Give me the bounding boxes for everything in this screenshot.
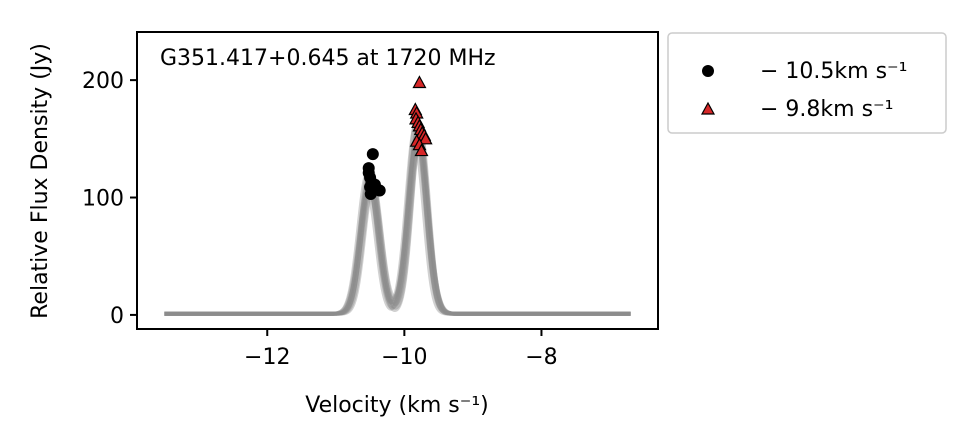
legend-label-series-1: − 10.5km s⁻¹ xyxy=(760,59,907,84)
chart-title: G351.417+0.645 at 1720 MHz xyxy=(160,46,496,71)
spectrum-line xyxy=(163,134,632,316)
legend-frame xyxy=(667,32,947,134)
spectrum-line xyxy=(163,139,632,316)
data-point-series-2 xyxy=(414,143,429,157)
spectrum-line xyxy=(163,121,632,316)
data-point-series-2 xyxy=(412,75,427,89)
spectrum-line xyxy=(163,118,632,316)
x-tick-label: −8 xyxy=(525,345,557,370)
spectra-lines xyxy=(163,118,632,316)
y-axis-label: Relative Flux Density (Jy) xyxy=(28,43,53,319)
y-axis: 0 100 200 xyxy=(82,69,137,329)
spectrum-line xyxy=(163,129,632,316)
plot-frame xyxy=(136,31,659,330)
spectrum-line xyxy=(163,138,632,316)
spectrum-line xyxy=(163,126,632,316)
legend-triangle-marker xyxy=(700,101,716,115)
data-point-series-2 xyxy=(418,131,433,145)
x-tick-label: −12 xyxy=(244,345,290,370)
x-axis: −12 −10 −8 xyxy=(244,329,558,370)
spectrum-line xyxy=(163,124,632,316)
y-tick-label: 0 xyxy=(110,304,124,329)
spectrum-line xyxy=(163,135,632,316)
spectrum-line xyxy=(163,141,632,316)
legend-circle-marker xyxy=(702,65,714,77)
legend: − 10.5km s⁻¹ − 9.8km s⁻¹ xyxy=(667,32,947,134)
spectrum-line xyxy=(163,132,632,316)
y-tick-label: 200 xyxy=(82,69,124,94)
x-tick-label: −10 xyxy=(381,345,427,370)
spectrum-line xyxy=(163,147,632,316)
data-point-series-1 xyxy=(366,148,379,161)
data-point-series-1 xyxy=(364,188,377,200)
y-tick-label: 100 xyxy=(82,187,124,212)
data-markers xyxy=(362,75,433,200)
x-axis-label: Velocity (km s⁻¹) xyxy=(305,393,489,418)
legend-label-series-2: − 9.8km s⁻¹ xyxy=(760,97,893,122)
